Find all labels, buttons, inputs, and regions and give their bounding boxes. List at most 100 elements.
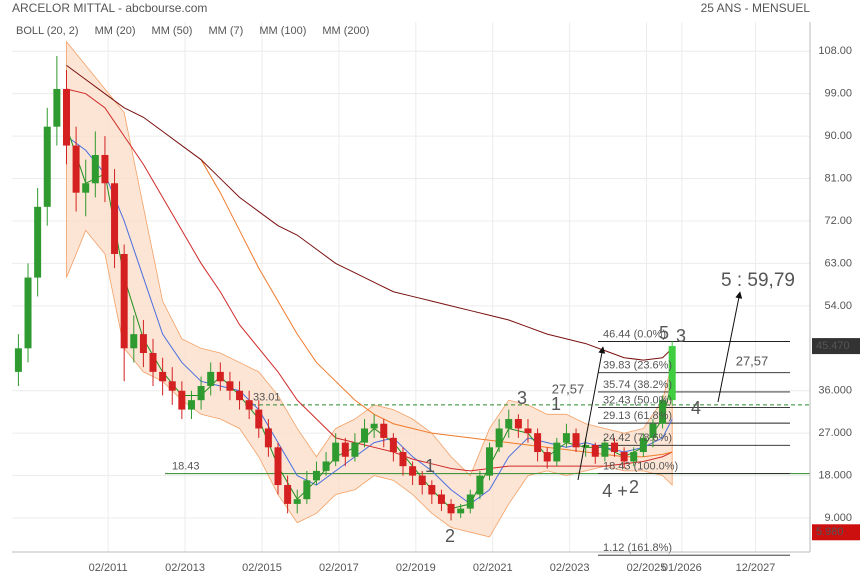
bollinger-band — [66, 40, 673, 538]
candle-body — [582, 444, 590, 448]
moving-average — [66, 88, 673, 472]
candle-body — [601, 442, 609, 457]
x-tick-label: 02/2023 — [550, 562, 590, 574]
candle-body — [207, 371, 215, 387]
x-tick-label: 02/2025 — [627, 562, 667, 574]
candle-body — [130, 334, 138, 349]
level-label: 33.01 — [253, 392, 281, 404]
candle-body — [14, 348, 22, 372]
candle-body — [524, 428, 532, 434]
y-tick-label: 18.000 — [818, 470, 852, 482]
x-tick-label: 02/2017 — [319, 562, 359, 574]
candle-body — [168, 381, 176, 391]
candle-body — [226, 381, 234, 391]
candle-body — [466, 494, 474, 509]
candle-body — [159, 371, 167, 382]
x-tick-label: 02/2011 — [89, 562, 128, 574]
price-box-label: 5.980 — [816, 526, 844, 538]
price-box — [812, 338, 860, 355]
candle-body — [630, 452, 638, 462]
candle-body — [139, 334, 147, 354]
candle-body — [236, 390, 244, 401]
candle-body — [649, 423, 657, 438]
candle-body — [216, 371, 224, 382]
candle-body — [284, 485, 292, 504]
wave-label: 1 — [425, 456, 435, 476]
candle-body — [562, 433, 570, 443]
candle-body — [514, 419, 522, 429]
candle-body — [82, 183, 90, 193]
candle-body — [620, 452, 628, 462]
wave-label: 4 — [691, 398, 701, 418]
candle-body — [34, 206, 42, 278]
y-tick-label: 54.00 — [824, 300, 852, 312]
candle-body — [24, 277, 32, 349]
y-tick-label: 36.000 — [818, 385, 852, 397]
candle-body — [361, 428, 369, 443]
candle-body — [534, 433, 542, 453]
candle-body — [120, 253, 128, 349]
candle-body — [639, 437, 647, 453]
x-tick-label: 02/2013 — [165, 562, 205, 574]
y-tick-label: 99.00 — [824, 88, 852, 100]
candle-body — [178, 390, 186, 410]
legend-entry: BOLL (20, 2) — [16, 25, 79, 37]
fibonacci-label: 46.44 (0.0%) — [603, 328, 666, 340]
wave-label: 2 — [629, 477, 639, 497]
candle-body — [668, 346, 676, 401]
candle-body — [312, 470, 320, 481]
candle-body — [255, 409, 263, 429]
candle-body — [572, 433, 580, 448]
candle-body — [351, 442, 359, 457]
fibonacci-label: 1.12 (161.8%) — [603, 542, 672, 554]
candle-body — [43, 126, 51, 207]
moving-average — [66, 64, 673, 361]
candle-body — [543, 452, 551, 462]
chart-title: ARCELOR MITTAL - abcbourse.com — [12, 1, 207, 15]
y-tick-label: 27.000 — [818, 427, 852, 439]
x-tick-label: 01/2026 — [662, 562, 702, 574]
candle-body — [457, 508, 465, 514]
candle-body — [447, 503, 455, 514]
candle-body — [332, 442, 340, 462]
candle-body — [611, 442, 619, 453]
fibonacci-label: 35.74 (38.2%) — [603, 379, 672, 391]
candle-body — [476, 475, 484, 495]
candle-body — [341, 442, 349, 457]
candle-body — [111, 183, 119, 254]
legend-entry: MM (200) — [322, 25, 369, 37]
y-tick-label: 81.00 — [824, 172, 852, 184]
price-box — [812, 524, 860, 541]
candle-body — [659, 400, 667, 424]
candle-body — [72, 145, 80, 193]
candle-body — [389, 437, 397, 453]
fibonacci-label: 18.43 (100.0%) — [603, 460, 678, 472]
target-label: 5 : 59,79 — [721, 270, 795, 291]
candle-body — [591, 444, 599, 457]
candle-body — [62, 88, 70, 146]
swing-label: 27,57 — [552, 381, 585, 396]
y-tick-label: 90.00 — [824, 130, 852, 142]
candle-body — [293, 499, 301, 504]
candle-body — [303, 480, 311, 500]
candle-body — [418, 475, 426, 486]
wave-label: 3 — [676, 326, 686, 346]
x-tick-label: 02/2019 — [396, 562, 436, 574]
y-tick-label: 108.00 — [818, 45, 852, 57]
candle-body — [101, 154, 109, 184]
candle-body — [53, 88, 61, 127]
candle-body — [486, 447, 494, 476]
wave-label: 1 — [551, 394, 561, 414]
x-tick-label: 02/2015 — [242, 562, 282, 574]
candle-body — [553, 442, 561, 462]
candle-body — [505, 419, 513, 429]
candle-body — [380, 423, 388, 438]
arrow — [717, 291, 743, 403]
candle-body — [187, 400, 195, 410]
fibonacci-label: 32.43 (50.0%) — [603, 394, 672, 406]
price-box-label: 45.470 — [816, 340, 850, 352]
legend-entry: MM (50) — [152, 25, 193, 37]
swing-label: 27,57 — [736, 353, 769, 368]
candle-body — [437, 494, 445, 504]
